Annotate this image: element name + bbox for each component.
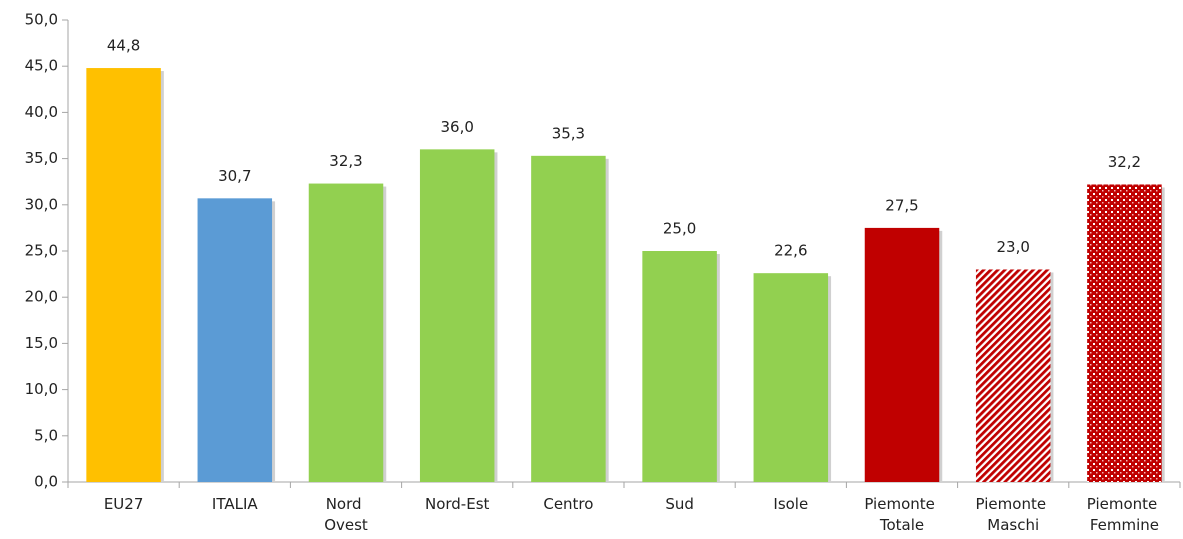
data-label: 27,5 bbox=[885, 196, 918, 214]
y-tick-label: 45,0 bbox=[25, 57, 58, 75]
bar bbox=[531, 155, 606, 482]
x-tick-label: Centro bbox=[543, 495, 593, 513]
data-label: 30,7 bbox=[218, 167, 251, 185]
x-tick-label: Isole bbox=[773, 495, 808, 513]
y-tick-label: 5,0 bbox=[34, 426, 58, 444]
data-label: 35,3 bbox=[552, 124, 585, 142]
bar bbox=[86, 68, 161, 482]
x-tick-label: ITALIA bbox=[212, 495, 258, 513]
y-tick-label: 35,0 bbox=[25, 149, 58, 167]
bar bbox=[308, 183, 384, 482]
data-label: 32,3 bbox=[329, 152, 362, 170]
data-label: 44,8 bbox=[107, 37, 140, 55]
data-label: 36,0 bbox=[440, 118, 473, 136]
bar bbox=[975, 269, 1051, 482]
bar bbox=[864, 227, 940, 482]
y-tick-label: 30,0 bbox=[25, 195, 58, 213]
x-tick-label: Piemonte Maschi bbox=[976, 495, 1051, 534]
y-tick-label: 40,0 bbox=[25, 103, 58, 121]
y-tick-label: 25,0 bbox=[25, 242, 58, 260]
y-tick-label: 10,0 bbox=[25, 380, 58, 398]
y-tick-label: 20,0 bbox=[25, 288, 58, 306]
bar bbox=[642, 251, 717, 482]
y-tick-label: 0,0 bbox=[34, 473, 58, 491]
x-tick-label: Piemonte Femmine bbox=[1087, 495, 1162, 534]
data-label: 32,2 bbox=[1108, 153, 1141, 171]
bar bbox=[753, 273, 829, 482]
x-tick-label: Nord-Est bbox=[425, 495, 490, 513]
y-tick-label: 15,0 bbox=[25, 334, 58, 352]
x-tick-label: Sud bbox=[665, 495, 694, 513]
bar bbox=[197, 198, 273, 482]
y-tick-label: 50,0 bbox=[25, 11, 58, 29]
data-label: 25,0 bbox=[663, 220, 696, 238]
x-tick-label: Nord Ovest bbox=[324, 495, 368, 534]
bar bbox=[419, 149, 495, 483]
x-tick-label: Piemonte Totale bbox=[864, 495, 939, 534]
data-label: 23,0 bbox=[996, 238, 1029, 256]
x-tick-label: EU27 bbox=[104, 495, 144, 513]
data-label: 22,6 bbox=[774, 242, 807, 260]
bar bbox=[1087, 184, 1162, 483]
